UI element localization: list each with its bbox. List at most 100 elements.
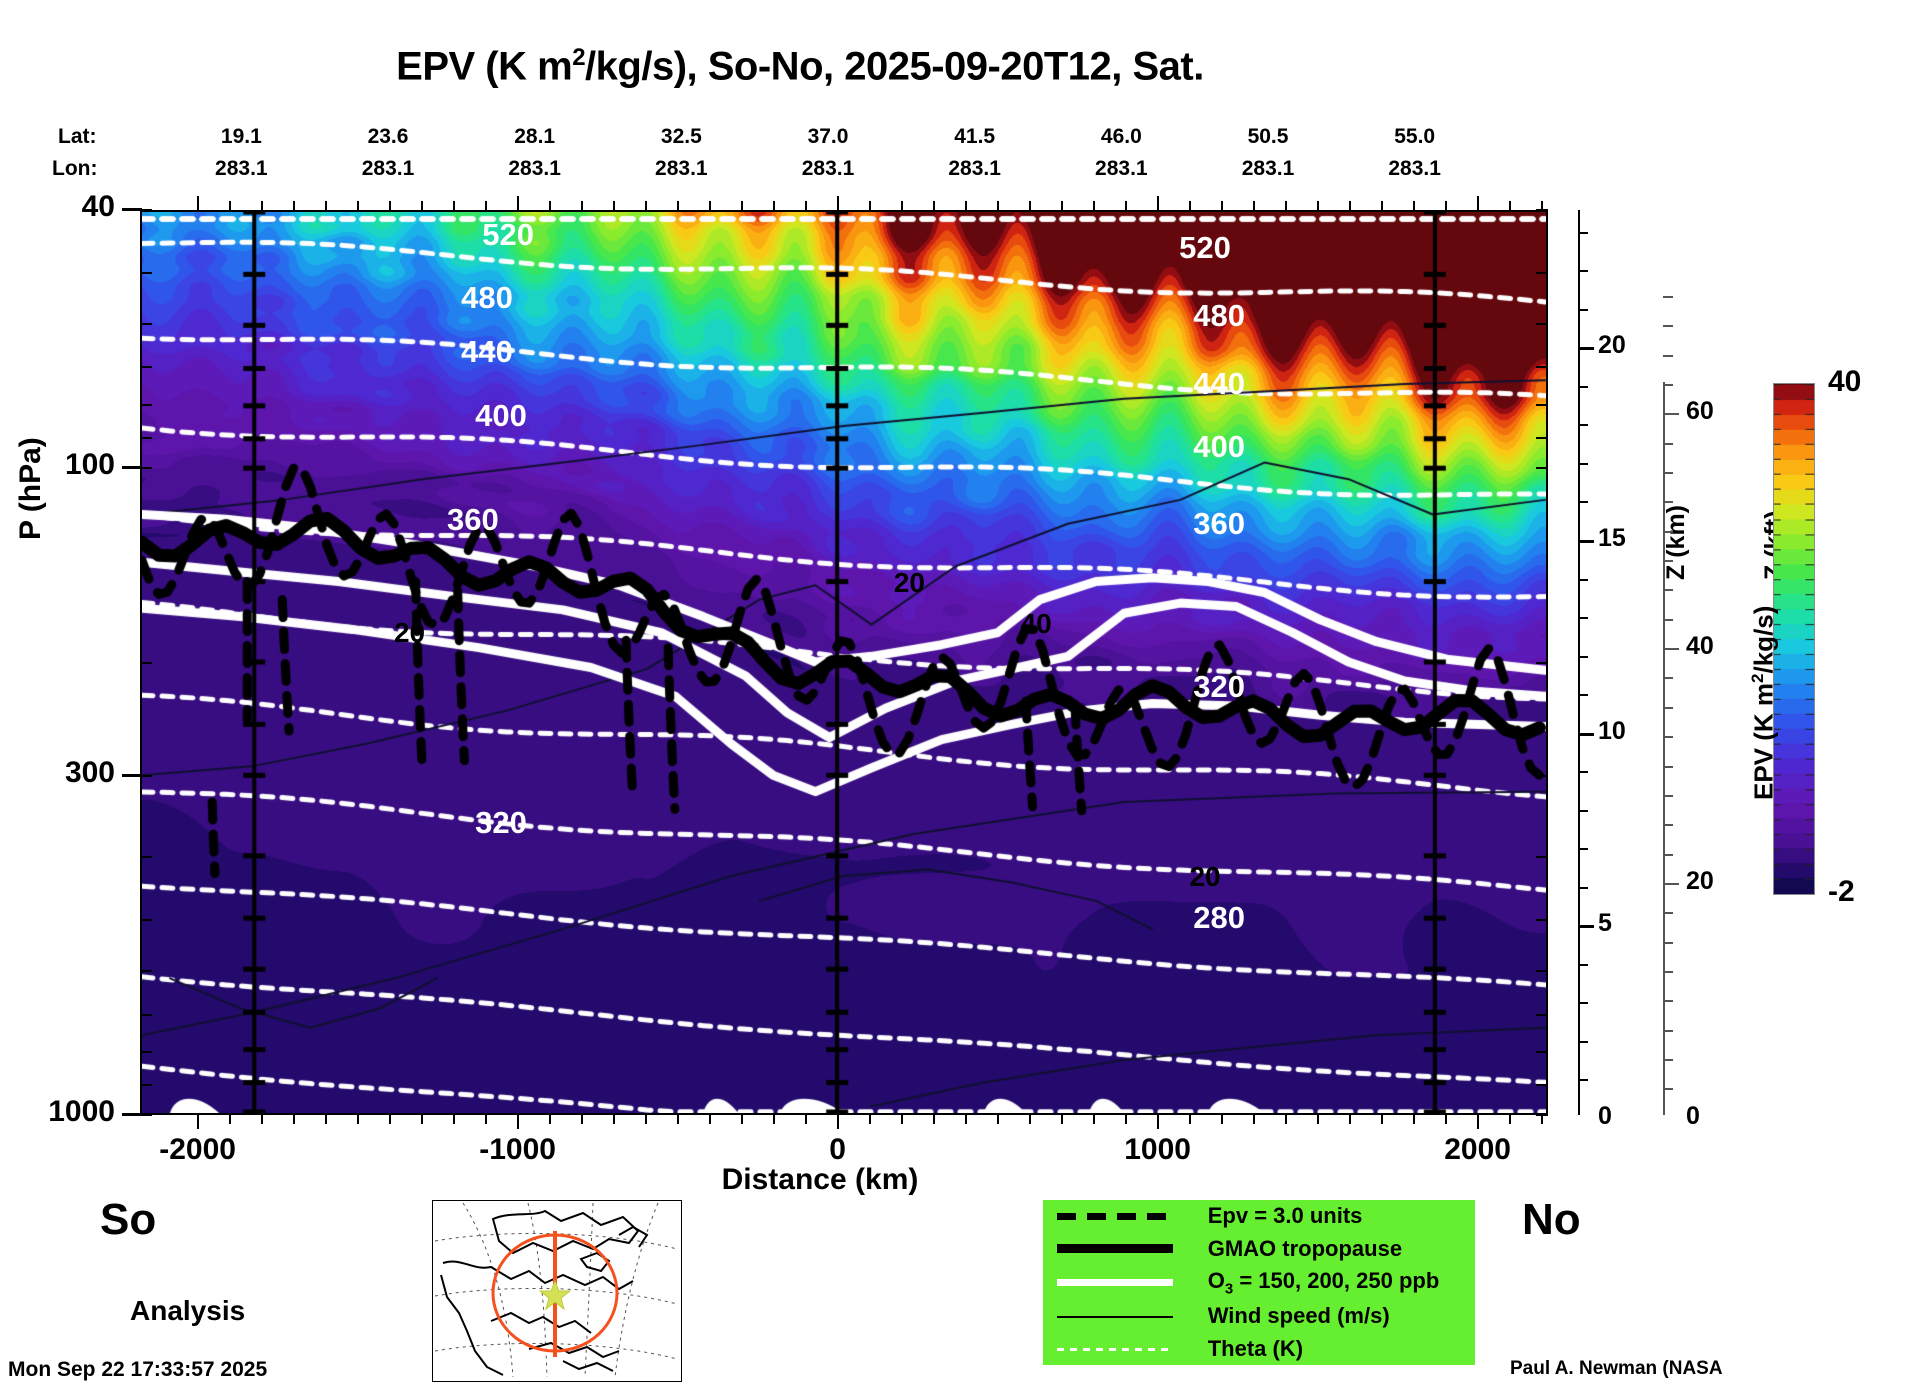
legend-row-3: Wind speed (m/s) bbox=[1043, 1300, 1475, 1332]
altitude-km-axis-title: Z (km) bbox=[1662, 505, 1690, 580]
pressure-major-tick bbox=[122, 208, 142, 211]
legend-sample-cell bbox=[1043, 1333, 1202, 1365]
pressure-minor-tick bbox=[140, 856, 152, 859]
lon-value-5: 283.1 bbox=[948, 157, 1001, 180]
lon-value-7: 283.1 bbox=[1241, 157, 1295, 180]
pressure-minor-tick bbox=[1536, 466, 1548, 469]
theta-contour-label-right-6: 280 bbox=[1193, 899, 1245, 935]
distance-minor-tick bbox=[1252, 1115, 1255, 1124]
colorbar-title-post: /kg/s) bbox=[1748, 605, 1779, 674]
legend-label-subscript: 3 bbox=[1224, 1280, 1234, 1298]
distance-minor-tick bbox=[484, 1115, 487, 1124]
distance-top-tick bbox=[516, 196, 519, 210]
lon-value-6: 283.1 bbox=[1095, 157, 1148, 180]
distance-top-tick bbox=[1348, 201, 1351, 210]
altitude-km-minor-tick bbox=[1578, 308, 1588, 311]
distance-minor-tick bbox=[548, 1115, 551, 1124]
altitude-kft-minor-tick bbox=[1663, 941, 1673, 944]
legend-label-1: GMAO tropopause bbox=[1207, 1235, 1403, 1261]
legend-sample-cell bbox=[1043, 1232, 1202, 1264]
pressure-minor-tick bbox=[1536, 436, 1548, 439]
distance-minor-tick bbox=[804, 1115, 807, 1124]
inset-map-svg bbox=[434, 1202, 678, 1378]
altitude-km-minor-tick bbox=[1578, 578, 1588, 581]
lat-value-4: 37.0 bbox=[807, 125, 849, 148]
distance-top-tick bbox=[356, 201, 359, 210]
altitude-km-minor-tick bbox=[1578, 848, 1588, 851]
altitude-kft-minor-tick bbox=[1663, 736, 1673, 739]
pressure-minor-tick bbox=[1536, 1013, 1548, 1016]
altitude-km-minor-tick bbox=[1578, 1079, 1588, 1082]
lat-value-8: 55.0 bbox=[1394, 125, 1436, 148]
distance-minor-tick bbox=[1412, 1115, 1415, 1124]
altitude-km-tick-label: 0 bbox=[1598, 1101, 1612, 1130]
altitude-km-tick-label: 20 bbox=[1598, 331, 1626, 360]
analysis-label: Analysis bbox=[130, 1295, 246, 1326]
distance-tick-label: -2000 bbox=[159, 1133, 236, 1166]
distance-top-tick bbox=[1124, 201, 1127, 210]
theta-contour-label-left-2: 440 bbox=[461, 334, 513, 370]
lat-value-5: 41.5 bbox=[954, 125, 996, 148]
distance-top-tick bbox=[580, 201, 583, 210]
distance-minor-tick bbox=[1220, 1115, 1223, 1124]
cross-section-plot[interactable]: 520 480 440 400 360 320 520 480 440 400 360 320 280 2… bbox=[140, 210, 1548, 1115]
wind-speed-contour-label-3: 20 bbox=[1189, 861, 1221, 893]
altitude-km-tick-label: 10 bbox=[1598, 716, 1626, 745]
colorbar-max-label: 40 bbox=[1828, 365, 1862, 398]
distance-tick-label: 1000 bbox=[1124, 1133, 1191, 1166]
credit-label: Paul A. Newman (NASA bbox=[1510, 1358, 1723, 1379]
distance-top-tick bbox=[1508, 201, 1511, 210]
distance-tick-label: 0 bbox=[829, 1133, 846, 1166]
distance-top-tick bbox=[420, 201, 423, 210]
pressure-minor-tick bbox=[140, 919, 152, 922]
altitude-kft-minor-tick bbox=[1663, 589, 1673, 592]
distance-minor-tick bbox=[1028, 1115, 1031, 1124]
altitude-kft-major-tick bbox=[1663, 648, 1679, 651]
altitude-kft-tick-label: 0 bbox=[1686, 1101, 1700, 1130]
distance-minor-tick bbox=[580, 1115, 583, 1124]
distance-tick-label: 2000 bbox=[1444, 1133, 1511, 1166]
lat-value-6: 46.0 bbox=[1100, 125, 1142, 148]
legend-line-glyph bbox=[1057, 1348, 1173, 1352]
altitude-km-minor-tick bbox=[1578, 231, 1588, 234]
pressure-minor-tick bbox=[1536, 1051, 1548, 1054]
lon-value-2: 283.1 bbox=[508, 157, 561, 180]
location-star-icon bbox=[538, 1279, 572, 1311]
page-title: EPV (K m2/kg/s), So-No, 2025-09-20T12, S… bbox=[0, 44, 1600, 89]
altitude-kft-tick-label: 40 bbox=[1686, 632, 1714, 661]
distance-top-tick bbox=[1220, 201, 1223, 210]
thin-line-icon bbox=[1049, 1303, 1181, 1330]
distance-minor-tick bbox=[708, 1115, 711, 1124]
pressure-minor-tick bbox=[140, 271, 152, 274]
altitude-km-minor-tick bbox=[1578, 462, 1588, 465]
legend-box: Epv = 3.0 units GMAO tropopause O3 = 150, … bbox=[1043, 1200, 1475, 1365]
distance-top-tick bbox=[324, 201, 327, 210]
altitude-kft-minor-tick bbox=[1663, 765, 1673, 768]
altitude-km-minor-tick bbox=[1578, 1040, 1588, 1043]
wind-speed-contour-label-1: 20 bbox=[893, 567, 925, 599]
distance-top-tick bbox=[1540, 201, 1543, 210]
legend-sample-cell bbox=[1043, 1200, 1202, 1232]
pressure-major-tick bbox=[122, 465, 142, 469]
distance-minor-tick bbox=[964, 1115, 967, 1124]
theta-contour-label-right-0: 520 bbox=[1179, 230, 1231, 266]
theta-contour-label-right-5: 320 bbox=[1193, 669, 1245, 705]
distance-top-tick bbox=[1284, 201, 1287, 210]
altitude-kft-minor-tick bbox=[1663, 325, 1673, 328]
legend-label-4: Theta (K) bbox=[1207, 1335, 1304, 1361]
altitude-kft-minor-tick bbox=[1663, 618, 1673, 621]
theta-contour-label-right-3: 400 bbox=[1193, 429, 1245, 465]
altitude-kft-minor-tick bbox=[1663, 501, 1673, 504]
distance-minor-tick bbox=[1508, 1115, 1511, 1124]
legend-sample-cell bbox=[1043, 1265, 1202, 1300]
altitude-kft-minor-tick bbox=[1663, 1029, 1673, 1032]
distance-top-tick bbox=[484, 201, 487, 210]
theta-contour-label-left-1: 480 bbox=[461, 279, 513, 315]
distance-top-tick bbox=[260, 201, 263, 210]
distance-top-tick bbox=[1252, 201, 1255, 210]
legend-row-2: O3 = 150, 200, 250 ppb bbox=[1043, 1265, 1475, 1300]
altitude-km-major-tick bbox=[1578, 925, 1594, 929]
lon-value-1: 283.1 bbox=[361, 157, 415, 180]
pressure-major-tick bbox=[122, 1113, 142, 1116]
inset-locator-map[interactable] bbox=[432, 1200, 682, 1382]
